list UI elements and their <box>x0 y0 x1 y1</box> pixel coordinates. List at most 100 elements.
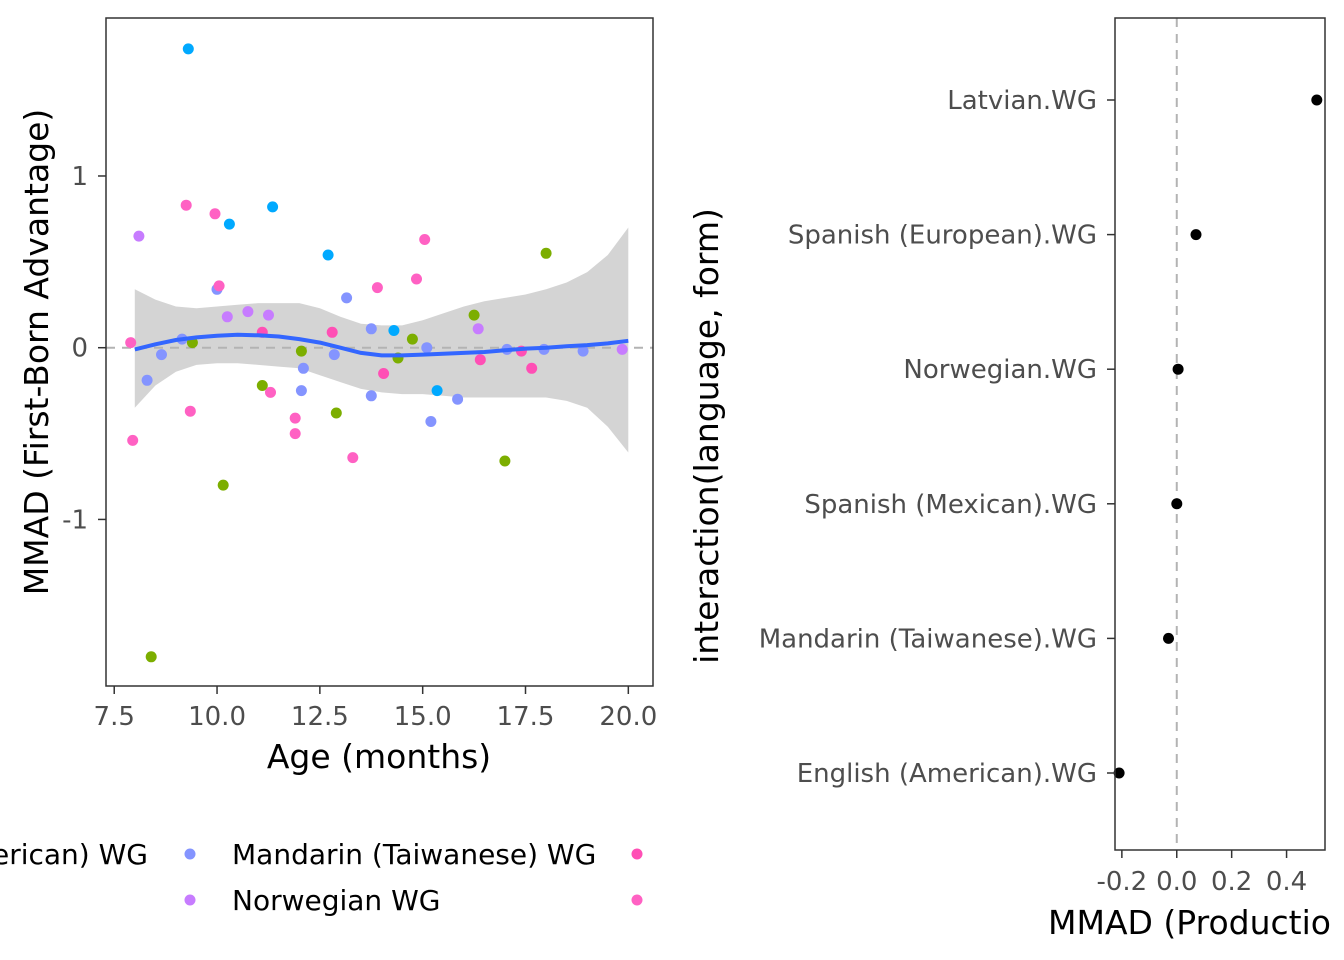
legend: erican) WG Mandarin (Taiwanese) WG Norwe… <box>0 838 643 917</box>
confidence-band <box>134 227 629 453</box>
data-point-norwegian <box>472 323 484 335</box>
data-point-english <box>330 407 342 419</box>
data-point-english <box>145 651 157 663</box>
legend-key-mandarin <box>184 848 196 860</box>
data-point-spanish_mx <box>526 362 538 374</box>
data-point-latvian <box>182 43 194 55</box>
data-point-latvian <box>267 201 279 213</box>
data-point-mandarin <box>421 342 433 354</box>
left-panel-border <box>105 17 654 687</box>
data-point-mandarin <box>328 349 340 361</box>
category-label: Latvian.WG <box>947 86 1097 116</box>
x-tick-label: 12.5 <box>291 702 349 732</box>
smooth-trend-line <box>134 332 629 358</box>
category-label: English (American).WG <box>797 759 1097 789</box>
x-tick-label: 0.0 <box>1156 867 1197 897</box>
confidence-band-area <box>134 227 629 453</box>
x-tick-label: 10.0 <box>188 702 246 732</box>
x-tick-label: 7.5 <box>94 702 135 732</box>
data-point-mandarin <box>341 292 353 304</box>
x-axis-ticks: -0.2 0.0 0.2 0.4 <box>1096 850 1307 897</box>
data-point-mandarin <box>297 362 309 374</box>
y-tick-label: 0 <box>71 334 88 364</box>
x-tick-label: 20.0 <box>599 702 657 732</box>
data-point-mandarin <box>141 374 153 386</box>
data-point <box>1172 363 1184 375</box>
x-axis-title: MMAD (Productio <box>1048 903 1331 942</box>
legend-key-spanish-mexican <box>631 848 643 860</box>
data-point-spanish_eu <box>127 434 139 446</box>
x-axis-title: Age (months) <box>267 737 491 776</box>
y-axis-title: interaction(language, form) <box>687 208 726 664</box>
data-point-norwegian <box>242 306 254 318</box>
legend-label-mandarin: Mandarin (Taiwanese) WG <box>232 838 596 871</box>
data-point-mandarin <box>365 390 377 402</box>
data-point-english <box>295 345 307 357</box>
category-axis-ticks: Latvian.WG Spanish (European).WG Norwegian… <box>759 86 1115 789</box>
category-label: Norwegian.WG <box>903 355 1097 385</box>
data-point-latvian <box>431 385 443 397</box>
x-tick-label: -0.2 <box>1096 867 1147 897</box>
x-axis-ticks: 7.5 10.0 12.5 15.0 17.5 20.0 <box>94 686 657 732</box>
data-points <box>1113 94 1323 779</box>
data-point-latvian <box>388 325 400 336</box>
data-point <box>1311 94 1323 106</box>
data-point-latvian <box>223 218 235 230</box>
age-scatter-panel: 7.5 10.0 12.5 15.0 17.5 20.0 -1 0 1 Age (months… <box>17 17 657 776</box>
data-point-english <box>256 380 268 391</box>
data-point-english <box>217 479 229 491</box>
category-label: Spanish (Mexican).WG <box>804 490 1097 520</box>
data-point-spanish_eu <box>265 386 276 398</box>
data-point-spanish_eu <box>289 428 301 440</box>
data-point-english <box>499 455 511 467</box>
data-point-mandarin <box>365 323 377 335</box>
category-label: Spanish (European).WG <box>788 221 1097 251</box>
data-point-spanish_eu <box>419 234 431 245</box>
data-point-spanish_mx <box>378 368 390 379</box>
data-point-spanish_eu <box>180 199 192 211</box>
data-point-mandarin <box>577 345 589 357</box>
data-point-spanish_eu <box>289 412 301 424</box>
data-point-spanish_eu <box>184 405 196 417</box>
x-tick-label: 15.0 <box>394 702 452 732</box>
x-tick-label: 0.4 <box>1266 867 1307 897</box>
data-point <box>1190 229 1202 241</box>
x-tick-label: 17.5 <box>497 702 555 732</box>
data-point-mandarin <box>425 416 437 427</box>
data-point-spanish_mx <box>326 326 338 338</box>
data-point <box>1113 767 1125 779</box>
legend-label-english: erican) WG <box>0 838 148 871</box>
data-point-mandarin <box>452 393 464 405</box>
legend-key-norwegian <box>184 894 196 906</box>
data-point-spanish_mx <box>474 354 486 366</box>
data-point-mandarin <box>295 385 307 397</box>
right-panel-border <box>1114 17 1326 851</box>
data-point-spanish_eu <box>347 452 359 464</box>
smooth-line <box>134 332 629 358</box>
y-tick-label: -1 <box>62 505 88 535</box>
data-point <box>1163 632 1174 644</box>
y-axis-ticks: -1 0 1 <box>62 162 106 535</box>
data-point-norwegian <box>133 230 145 242</box>
data-point-spanish_eu <box>371 282 383 294</box>
data-point-spanish_eu <box>213 280 225 292</box>
data-point-latvian <box>322 249 334 261</box>
y-tick-label: 1 <box>71 162 88 192</box>
x-tick-label: 0.2 <box>1211 867 1252 897</box>
data-point-norwegian <box>263 309 274 321</box>
y-axis-title: MMAD (First-Born Advantage) <box>17 109 56 596</box>
category-label: Mandarin (Taiwanese).WG <box>759 624 1097 654</box>
data-point-spanish_eu <box>125 337 137 349</box>
data-point-english <box>468 309 480 321</box>
data-point-mandarin <box>156 349 167 361</box>
data-point-norwegian <box>221 311 233 323</box>
language-dot-panel: Latvian.WG Spanish (European).WG Norwegian… <box>687 17 1331 942</box>
legend-label-norwegian: Norwegian WG <box>232 884 440 917</box>
data-point <box>1171 498 1183 510</box>
data-point-english <box>540 247 552 259</box>
data-point-norwegian <box>616 343 628 355</box>
data-point-spanish_eu <box>411 273 422 285</box>
data-point-spanish_eu <box>209 208 221 220</box>
data-point-english <box>406 333 418 345</box>
